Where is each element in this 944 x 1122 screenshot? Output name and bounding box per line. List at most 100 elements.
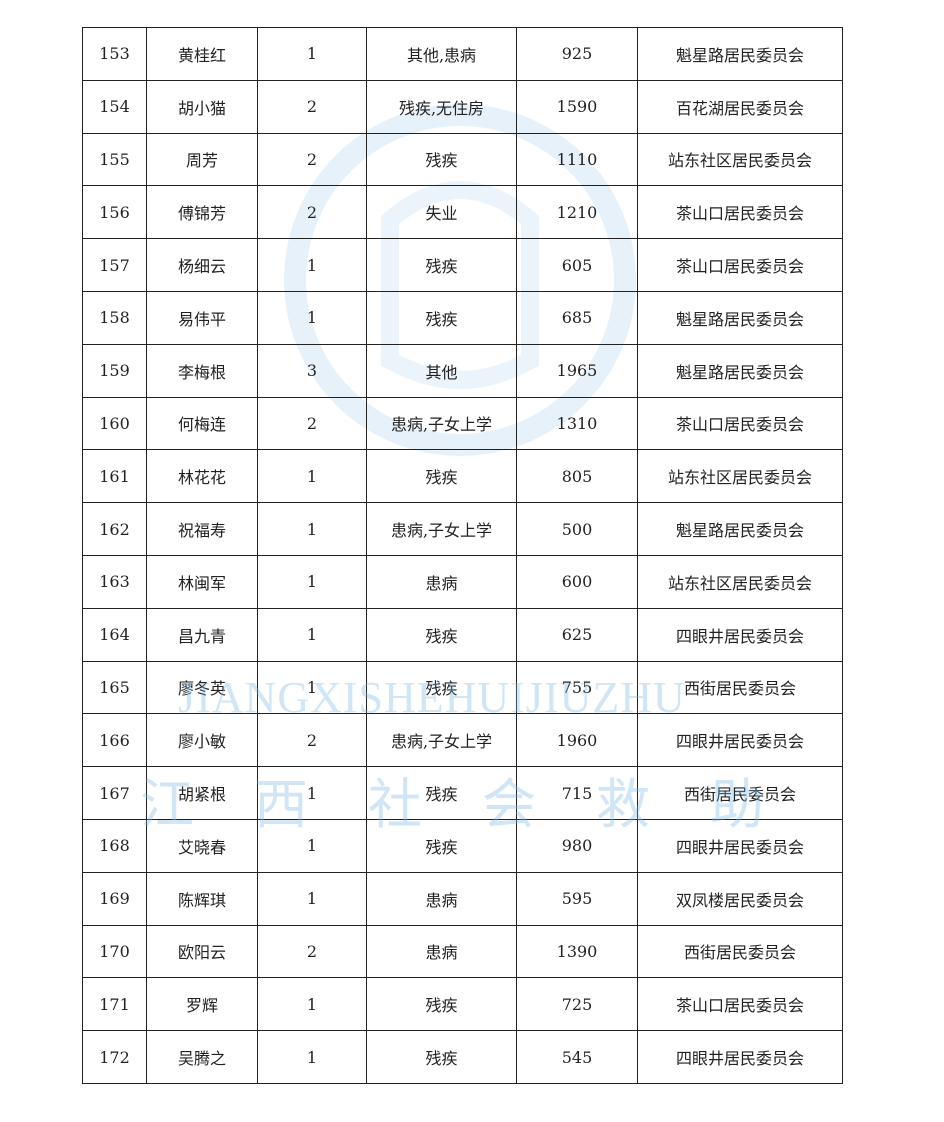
cell-community: 茶山口居民委员会	[637, 185, 843, 240]
cell-household-size: 1	[257, 238, 367, 292]
cell-row-number: 163	[82, 554, 147, 609]
table-row: 170 欧阳云 2 患病 1390 西街居民委员会	[82, 924, 843, 979]
cell-amount: 755	[516, 660, 638, 715]
cell-community: 四眼井居民委员会	[637, 818, 843, 873]
cell-amount: 1960	[516, 713, 638, 768]
cell-community: 四眼井居民委员会	[637, 713, 843, 768]
cell-name: 胡紧根	[146, 766, 258, 820]
cell-name: 昌九青	[146, 607, 258, 662]
cell-household-size: 2	[257, 185, 367, 240]
cell-row-number: 169	[82, 871, 147, 926]
cell-row-number: 157	[82, 238, 147, 292]
cell-amount: 980	[516, 818, 638, 873]
cell-amount: 925	[516, 27, 638, 81]
cell-reason: 残疾	[366, 132, 517, 187]
cell-row-number: 172	[82, 1030, 147, 1084]
cell-reason: 残疾	[366, 290, 517, 345]
cell-reason: 残疾	[366, 607, 517, 662]
cell-name: 易伟平	[146, 290, 258, 345]
cell-household-size: 2	[257, 396, 367, 451]
cell-name: 艾晓春	[146, 818, 258, 873]
cell-community: 茶山口居民委员会	[637, 977, 843, 1032]
cell-name: 傅锦芳	[146, 185, 258, 240]
table-row: 167 胡紧根 1 残疾 715 西街居民委员会	[82, 766, 843, 820]
cell-household-size: 1	[257, 607, 367, 662]
table-row: 162 祝福寿 1 患病,子女上学 500 魁星路居民委员会	[82, 502, 843, 556]
cell-reason: 其他	[366, 343, 517, 398]
table-row: 164 昌九青 1 残疾 625 四眼井居民委员会	[82, 607, 843, 662]
table-row: 156 傅锦芳 2 失业 1210 茶山口居民委员会	[82, 185, 843, 240]
cell-household-size: 1	[257, 871, 367, 926]
cell-amount: 1390	[516, 924, 638, 979]
cell-community: 茶山口居民委员会	[637, 238, 843, 292]
cell-community: 茶山口居民委员会	[637, 396, 843, 451]
table-row: 168 艾晓春 1 残疾 980 四眼井居民委员会	[82, 818, 843, 873]
cell-reason: 患病,子女上学	[366, 396, 517, 451]
cell-reason: 其他,患病	[366, 27, 517, 81]
cell-community: 魁星路居民委员会	[637, 27, 843, 81]
table-row: 172 吴腾之 1 残疾 545 四眼井居民委员会	[82, 1030, 843, 1084]
table-row: 153 黄桂红 1 其他,患病 925 魁星路居民委员会	[82, 27, 843, 81]
cell-name: 周芳	[146, 132, 258, 187]
table-row: 155 周芳 2 残疾 1110 站东社区居民委员会	[82, 132, 843, 187]
cell-reason: 残疾,无住房	[366, 79, 517, 134]
cell-name: 吴腾之	[146, 1030, 258, 1084]
cell-reason: 残疾	[366, 238, 517, 292]
table-row: 169 陈辉琪 1 患病 595 双凤楼居民委员会	[82, 871, 843, 926]
cell-row-number: 164	[82, 607, 147, 662]
cell-reason: 残疾	[366, 818, 517, 873]
cell-name: 黄桂红	[146, 27, 258, 81]
cell-community: 百花湖居民委员会	[637, 79, 843, 134]
table-row: 165 廖冬英 1 残疾 755 西街居民委员会	[82, 660, 843, 715]
cell-amount: 600	[516, 554, 638, 609]
cell-community: 四眼井居民委员会	[637, 1030, 843, 1084]
cell-amount: 685	[516, 290, 638, 345]
cell-household-size: 2	[257, 713, 367, 768]
table-row: 159 李梅根 3 其他 1965 魁星路居民委员会	[82, 343, 843, 398]
cell-amount: 1310	[516, 396, 638, 451]
cell-row-number: 158	[82, 290, 147, 345]
cell-community: 魁星路居民委员会	[637, 343, 843, 398]
cell-name: 林花花	[146, 449, 258, 504]
cell-row-number: 168	[82, 818, 147, 873]
cell-amount: 605	[516, 238, 638, 292]
cell-amount: 595	[516, 871, 638, 926]
cell-reason: 患病	[366, 871, 517, 926]
cell-name: 陈辉琪	[146, 871, 258, 926]
cell-household-size: 1	[257, 554, 367, 609]
cell-name: 廖冬英	[146, 660, 258, 715]
cell-row-number: 162	[82, 502, 147, 556]
cell-name: 杨细云	[146, 238, 258, 292]
cell-community: 双凤楼居民委员会	[637, 871, 843, 926]
table-row: 154 胡小猫 2 残疾,无住房 1590 百花湖居民委员会	[82, 79, 843, 134]
cell-row-number: 165	[82, 660, 147, 715]
cell-household-size: 1	[257, 449, 367, 504]
cell-household-size: 1	[257, 818, 367, 873]
table-row: 166 廖小敏 2 患病,子女上学 1960 四眼井居民委员会	[82, 713, 843, 768]
cell-household-size: 1	[257, 766, 367, 820]
cell-reason: 残疾	[366, 660, 517, 715]
cell-reason: 残疾	[366, 977, 517, 1032]
cell-reason: 患病,子女上学	[366, 502, 517, 556]
table-row: 161 林花花 1 残疾 805 站东社区居民委员会	[82, 449, 843, 504]
cell-name: 祝福寿	[146, 502, 258, 556]
cell-row-number: 156	[82, 185, 147, 240]
cell-name: 何梅连	[146, 396, 258, 451]
cell-row-number: 161	[82, 449, 147, 504]
cell-community: 魁星路居民委员会	[637, 290, 843, 345]
cell-household-size: 3	[257, 343, 367, 398]
cell-row-number: 155	[82, 132, 147, 187]
cell-amount: 625	[516, 607, 638, 662]
cell-community: 站东社区居民委员会	[637, 554, 843, 609]
cell-household-size: 2	[257, 132, 367, 187]
cell-name: 欧阳云	[146, 924, 258, 979]
cell-amount: 500	[516, 502, 638, 556]
cell-household-size: 2	[257, 924, 367, 979]
cell-name: 林闽军	[146, 554, 258, 609]
table-row: 163 林闽军 1 患病 600 站东社区居民委员会	[82, 554, 843, 609]
cell-amount: 715	[516, 766, 638, 820]
cell-reason: 患病	[366, 554, 517, 609]
cell-amount: 1110	[516, 132, 638, 187]
cell-community: 西街居民委员会	[637, 924, 843, 979]
cell-reason: 残疾	[366, 449, 517, 504]
